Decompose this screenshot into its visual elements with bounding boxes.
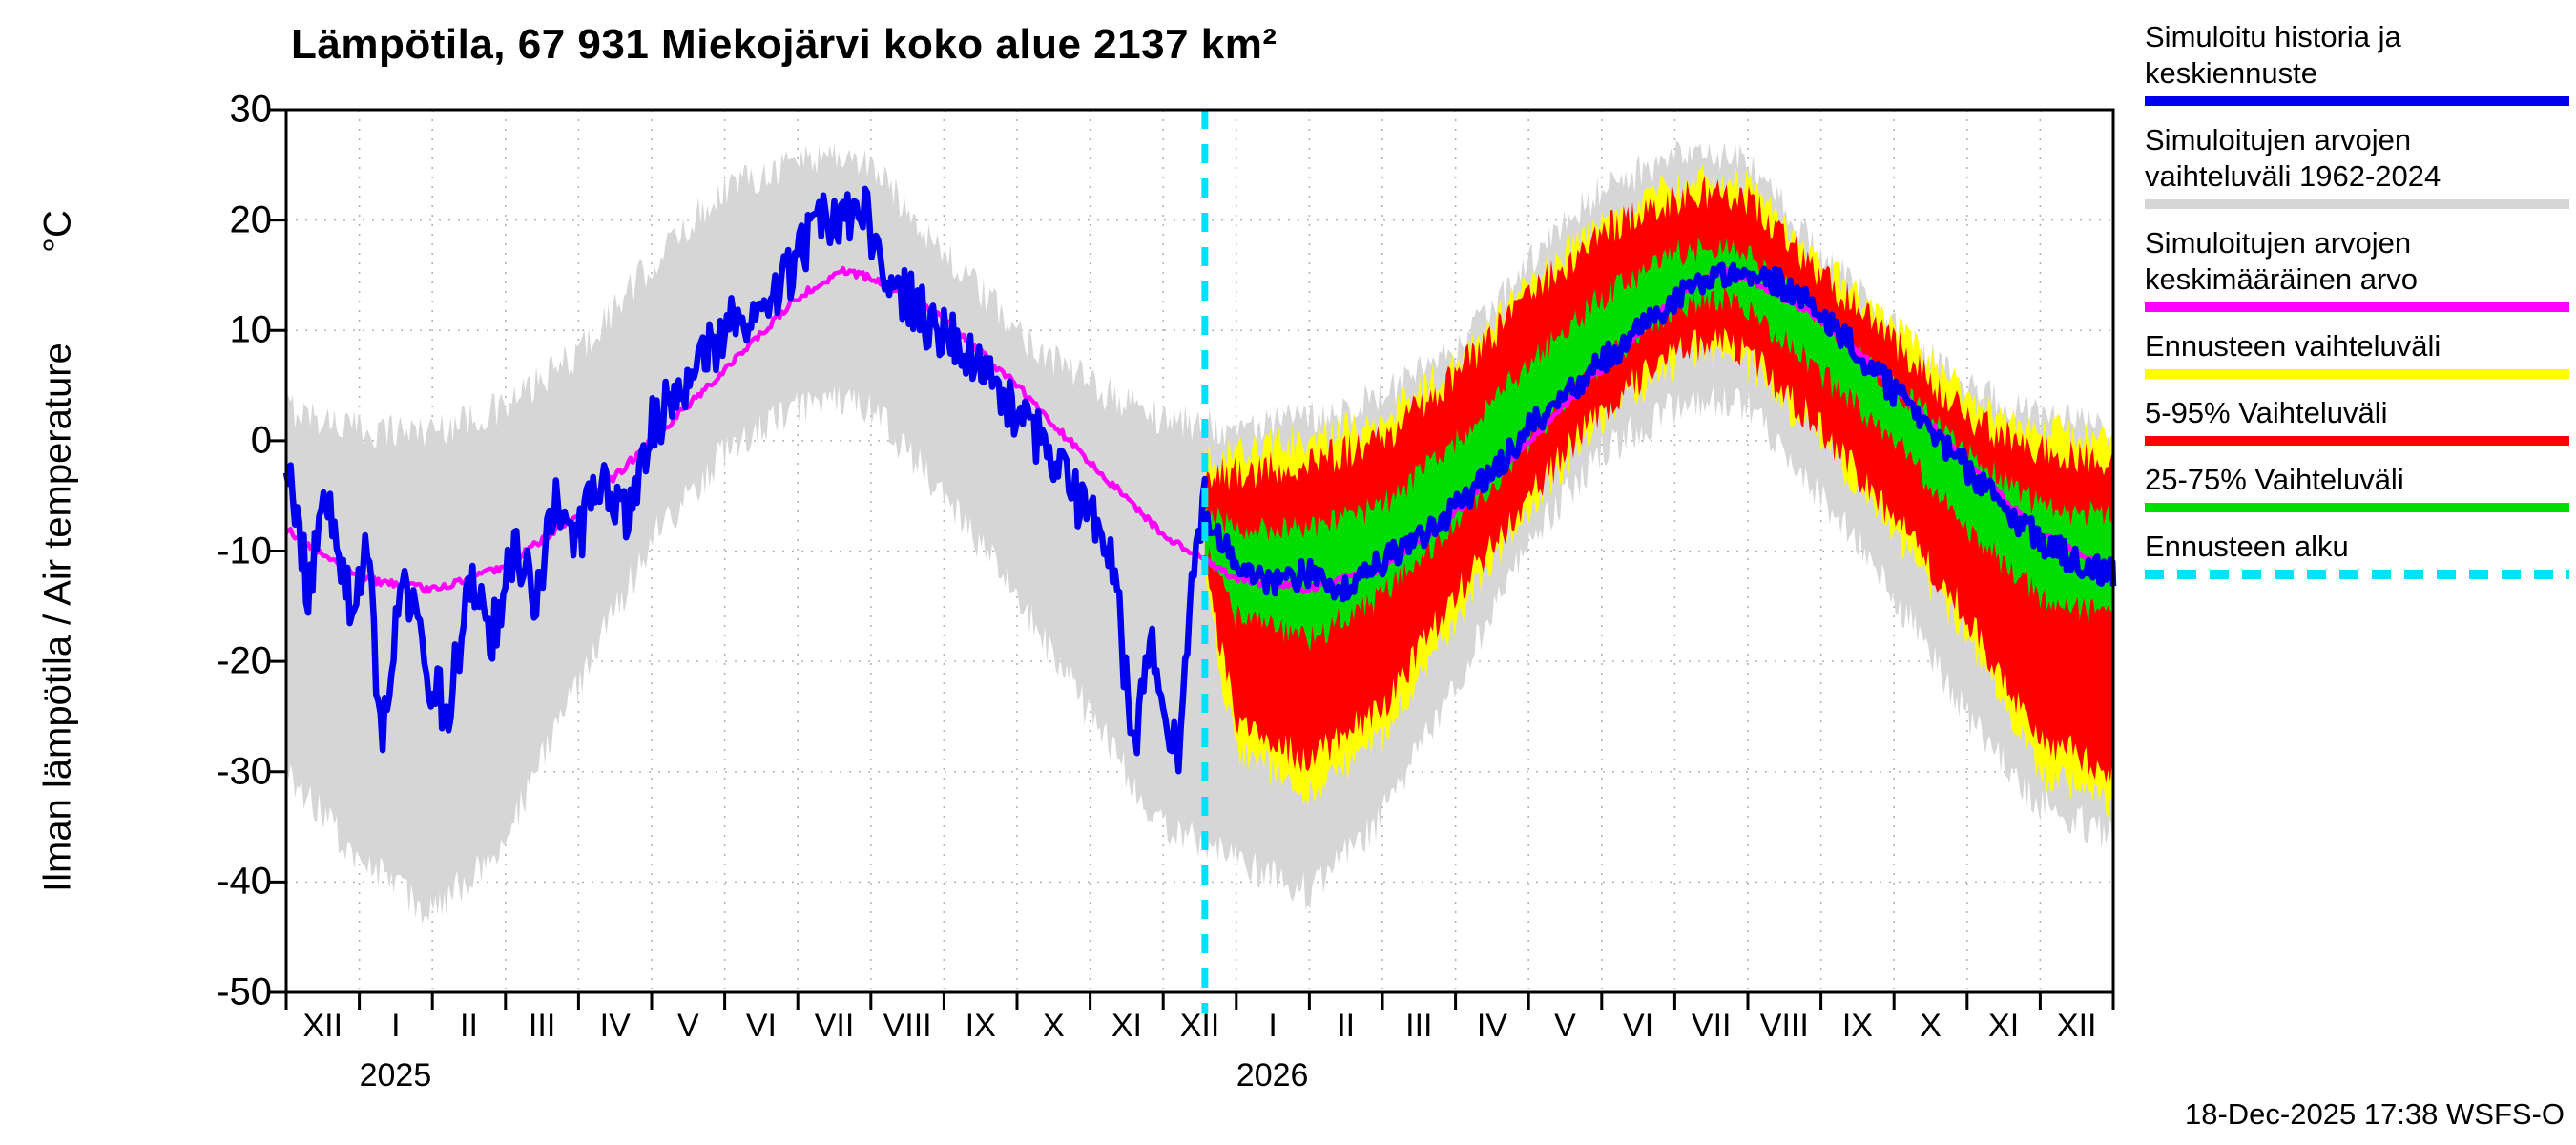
legend-entry-forecast-range: Ennusteen vaihteluväli bbox=[2145, 328, 2569, 379]
legend-label: Ennusteen alku bbox=[2145, 530, 2349, 563]
timestamp: 18-Dec-2025 17:38 WSFS-O bbox=[2184, 1097, 2565, 1131]
y-tick-label: 30 bbox=[229, 88, 273, 131]
legend-label: 5-95% Vaihteluväli bbox=[2145, 396, 2388, 429]
band-range-25-75 bbox=[1204, 237, 2113, 652]
month-label: III bbox=[1405, 1008, 1433, 1044]
month-label: XII bbox=[2056, 1008, 2097, 1044]
month-label: V bbox=[1554, 1008, 1576, 1044]
y-axis-label-text: Ilman lämpötila / Air temperature bbox=[36, 343, 79, 893]
legend-entry-sim-range: Simuloitujen arvojen vaihteluväli 1962-20… bbox=[2145, 122, 2569, 209]
legend-swatch-forecast-start bbox=[2145, 570, 2569, 579]
legend-swatch-forecast-range bbox=[2145, 369, 2569, 379]
legend-label: keskiennuste bbox=[2145, 56, 2317, 90]
y-tick-label: -30 bbox=[217, 750, 272, 793]
y-axis-label: Ilman lämpötila / Air temperature °C bbox=[29, 110, 88, 992]
y-tick-label: -10 bbox=[217, 530, 272, 572]
legend-swatch-sim-mean bbox=[2145, 302, 2569, 312]
legend-entry-sim-mean: Simuloitujen arvojen keskimääräinen arvo bbox=[2145, 225, 2569, 312]
legend: Simuloitu historia ja keskiennuste Simuloi… bbox=[2145, 19, 2569, 595]
month-label: VIII bbox=[883, 1008, 932, 1044]
line-forecast-median bbox=[1201, 261, 2117, 603]
y-axis-unit: °C bbox=[36, 209, 79, 253]
month-label: I bbox=[1268, 1008, 1278, 1044]
legend-swatch-sim-history bbox=[2145, 96, 2569, 106]
legend-entry-range-5-95: 5-95% Vaihteluväli bbox=[2145, 395, 2569, 446]
month-label: XII bbox=[1179, 1008, 1220, 1044]
month-label: X bbox=[1920, 1008, 1942, 1044]
axis-ticks bbox=[269, 108, 2115, 1010]
month-label: IV bbox=[1476, 1008, 1507, 1044]
legend-swatch-range-25-75 bbox=[2145, 503, 2569, 512]
legend-label: Simuloitujen arvojen bbox=[2145, 226, 2412, 260]
month-label: VII bbox=[1691, 1008, 1732, 1044]
month-label: VI bbox=[745, 1008, 777, 1044]
month-label: XII bbox=[302, 1008, 343, 1044]
legend-swatch-sim-range bbox=[2145, 199, 2569, 209]
legend-label: 25-75% Vaihteluväli bbox=[2145, 463, 2404, 496]
year-label: 2026 bbox=[1236, 1057, 1309, 1093]
y-tick-label: -50 bbox=[217, 970, 272, 1013]
month-label: V bbox=[676, 1008, 699, 1044]
month-label: III bbox=[528, 1008, 556, 1044]
legend-label: vaihteluväli 1962-2024 bbox=[2145, 159, 2441, 193]
month-label: XI bbox=[1988, 1008, 2020, 1044]
legend-entry-range-25-75: 25-75% Vaihteluväli bbox=[2145, 462, 2569, 512]
month-label: II bbox=[460, 1008, 478, 1044]
year-label: 2025 bbox=[359, 1057, 432, 1093]
month-label: IX bbox=[965, 1008, 996, 1044]
legend-label: Simuloitu historia ja bbox=[2145, 20, 2401, 53]
month-label: I bbox=[391, 1008, 401, 1044]
y-tick-label: -20 bbox=[217, 639, 272, 682]
legend-label: keskimääräinen arvo bbox=[2145, 262, 2419, 296]
month-label: IV bbox=[599, 1008, 631, 1044]
month-label: II bbox=[1337, 1008, 1356, 1044]
month-label: IX bbox=[1841, 1008, 1873, 1044]
month-label: XI bbox=[1111, 1008, 1142, 1044]
y-tick-label: 10 bbox=[229, 308, 273, 351]
y-tick-label: 20 bbox=[229, 198, 273, 241]
month-label: VII bbox=[814, 1008, 855, 1044]
month-label: VIII bbox=[1759, 1008, 1809, 1044]
legend-entry-forecast-start: Ennusteen alku bbox=[2145, 529, 2569, 579]
legend-swatch-range-5-95 bbox=[2145, 436, 2569, 446]
legend-label: Ennusteen vaihteluväli bbox=[2145, 329, 2441, 363]
month-label: VI bbox=[1623, 1008, 1654, 1044]
chart-title: Lämpötila, 67 931 Miekojärvi koko alue 2… bbox=[291, 21, 1278, 68]
y-tick-label: -40 bbox=[217, 860, 272, 903]
y-tick-label: 0 bbox=[250, 419, 272, 462]
legend-label: Simuloitujen arvojen bbox=[2145, 123, 2412, 156]
legend-entry-sim-history: Simuloitu historia ja keskiennuste bbox=[2145, 19, 2569, 106]
month-label: X bbox=[1042, 1008, 1065, 1044]
line-sim-history bbox=[282, 185, 1209, 775]
